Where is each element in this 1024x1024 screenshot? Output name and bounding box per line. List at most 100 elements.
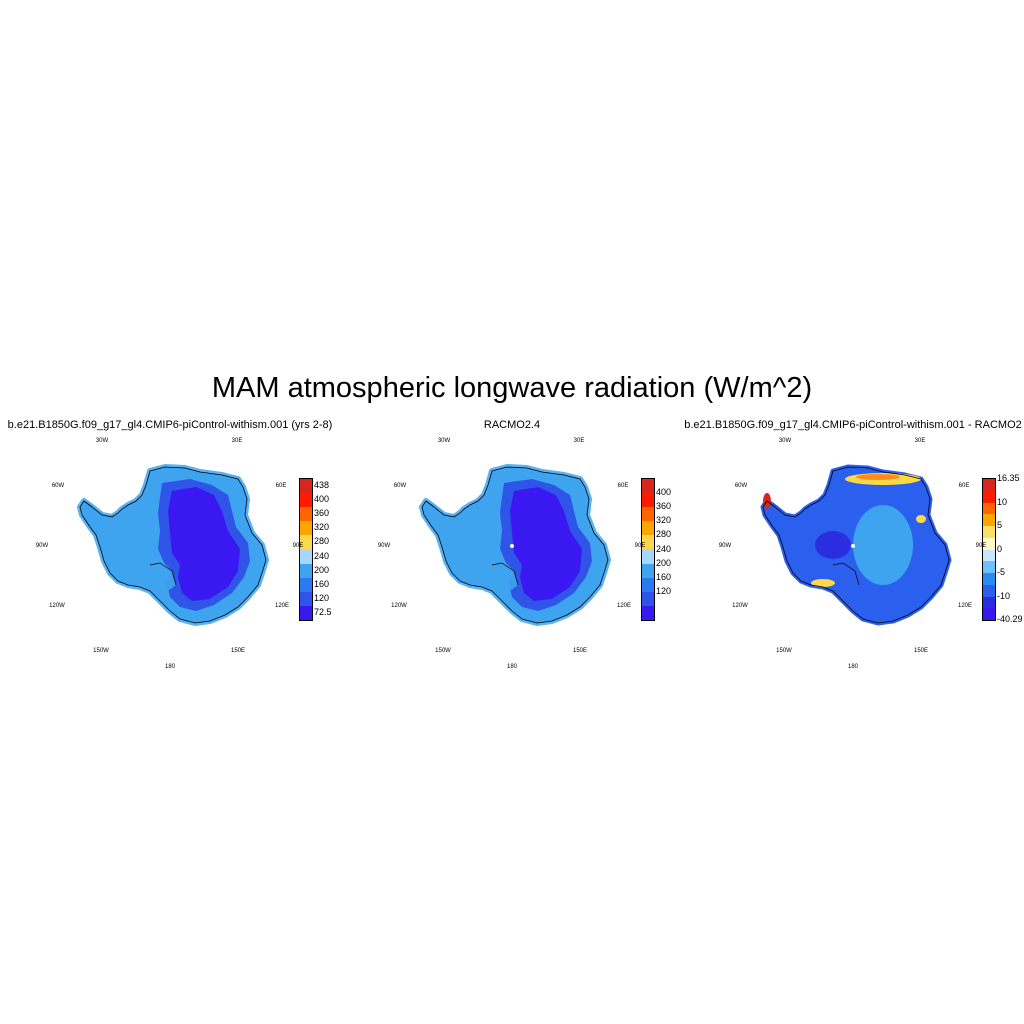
panel-racmo: RACMO2.4 400 360 320 280 240 200 160 120 30W 30E… (342, 415, 682, 685)
colorbar-tick-label: 360 (314, 508, 330, 519)
colorbar-segment (642, 577, 654, 592)
longitude-label: 60W (734, 483, 748, 489)
longitude-label: 60E (617, 483, 629, 489)
longitude-label: 150E (913, 648, 929, 654)
colorbar-segment (300, 479, 312, 494)
longitude-label: 30E (573, 438, 585, 444)
colorbar-tick-label: -40.29 (997, 614, 1023, 624)
longitude-label: 30E (914, 438, 926, 444)
colorbar-tick-label: -10 (997, 590, 1011, 601)
longitude-label: 180 (506, 664, 518, 670)
colorbar-segment (642, 563, 654, 578)
colorbar-segment (300, 577, 312, 592)
longitude-label: 120E (616, 603, 632, 609)
longitude-label: 90W (35, 543, 49, 549)
ross-anomaly (811, 579, 835, 587)
colorbar-segment (642, 605, 654, 620)
longitude-label: 90E (292, 543, 304, 549)
longitude-label: 30W (95, 438, 109, 444)
colorbar-tick-label: 0 (997, 543, 1003, 554)
longitude-label: 60W (51, 483, 65, 489)
interior-plateau (510, 487, 582, 601)
colorbar-segment (983, 584, 995, 597)
panel-difference: b.e21.B1850G.f09_g17_gl4.CMIP6-piControl… (683, 415, 1023, 685)
colorbar-tick-label: 200 (314, 564, 330, 575)
longitude-label: 90E (634, 543, 646, 549)
colorbar-tick-label: 160 (314, 578, 330, 589)
longitude-label: 150E (230, 648, 246, 654)
east-plateau-light (853, 505, 913, 585)
colorbar-segment (642, 535, 654, 550)
colorbar (641, 478, 655, 621)
colorbar-segment (983, 608, 995, 620)
longitude-label: 150E (572, 648, 588, 654)
colorbar-segment (300, 535, 312, 550)
longitude-label: 180 (164, 664, 176, 670)
colorbar-tick-label: 240 (656, 543, 672, 554)
grounding-line (149, 562, 177, 586)
colorbar-segment (642, 507, 654, 522)
colorbar-tick-label: 360 (656, 501, 672, 512)
panel-title: RACMO2.4 (483, 419, 541, 431)
colorbar-tick-label: 5 (997, 520, 1003, 530)
longitude-label: 120W (732, 603, 748, 609)
coastline (79, 466, 267, 624)
pole-mark (851, 544, 855, 548)
ice-shelf (492, 563, 518, 591)
colorbar-tick-label: 320 (656, 515, 672, 526)
longitude-label: 120E (957, 603, 973, 609)
colorbar-segment (983, 526, 995, 538)
colorbar-segment (983, 573, 995, 585)
colorbar-tick-label: 240 (314, 550, 330, 561)
colorbar-tick-label: 400 (314, 494, 330, 505)
colorbar-tick-label: 280 (656, 529, 672, 540)
pole-mark (510, 544, 514, 548)
colorbar-tick-label: 400 (656, 487, 672, 498)
longitude-label: 150W (93, 648, 109, 654)
colorbar-segment (983, 502, 995, 515)
colorbar-segment (983, 490, 995, 503)
colorbar-tick-label: 160 (656, 571, 672, 582)
ice-shelf (150, 563, 176, 591)
colorbar-segment (983, 537, 995, 550)
coastline (762, 466, 950, 624)
colorbar-segment (983, 479, 995, 491)
colorbar-tick-label: 10 (997, 496, 1008, 507)
colorbar-segment (983, 549, 995, 562)
colorbar-segment (642, 493, 654, 508)
colorbar-tick-label: 320 (314, 522, 330, 533)
longitude-label: 90W (718, 543, 732, 549)
amery-anomaly (916, 515, 926, 523)
panel-title: b.e21.B1850G.f09_g17_gl4.CMIP6-piControl… (684, 419, 1022, 431)
panel-model: b.e21.B1850G.f09_g17_gl4.CMIP6-piControl… (0, 415, 340, 685)
longitude-label: 120W (49, 603, 65, 609)
longitude-label: 180 (847, 664, 859, 670)
figure-title: MAM atmospheric longwave radiation (W/m^… (211, 372, 813, 404)
colorbar-segment (983, 561, 995, 573)
longitude-label: 60E (275, 483, 287, 489)
interior-plateau (168, 487, 240, 601)
colorbar-tick-label: 280 (314, 536, 330, 547)
antarctica-map-racmo (419, 464, 611, 626)
longitude-label: 30E (231, 438, 243, 444)
colorbar-tick-label: 72.5 (314, 606, 332, 617)
longitude-label: 90W (377, 543, 391, 549)
peninsula (422, 501, 472, 521)
colorbar (982, 478, 996, 621)
antarctica-map-difference (760, 464, 952, 626)
longitude-label: 60W (393, 483, 407, 489)
central-dark (815, 531, 851, 559)
colorbar-segment (983, 596, 995, 609)
longitude-label: 60E (958, 483, 970, 489)
panel-title: b.e21.B1850G.f09_g17_gl4.CMIP6-piControl… (7, 419, 333, 431)
colorbar-segment (300, 493, 312, 508)
colorbar (299, 478, 313, 621)
longitude-label: 30W (437, 438, 451, 444)
colorbar-segment (300, 605, 312, 620)
colorbar-tick-label: 120 (314, 592, 330, 603)
colorbar-segment (642, 591, 654, 606)
longitude-label: 150W (776, 648, 792, 654)
colorbar-segment (300, 591, 312, 606)
longitude-label: 90E (975, 543, 987, 549)
peninsula (80, 501, 130, 521)
